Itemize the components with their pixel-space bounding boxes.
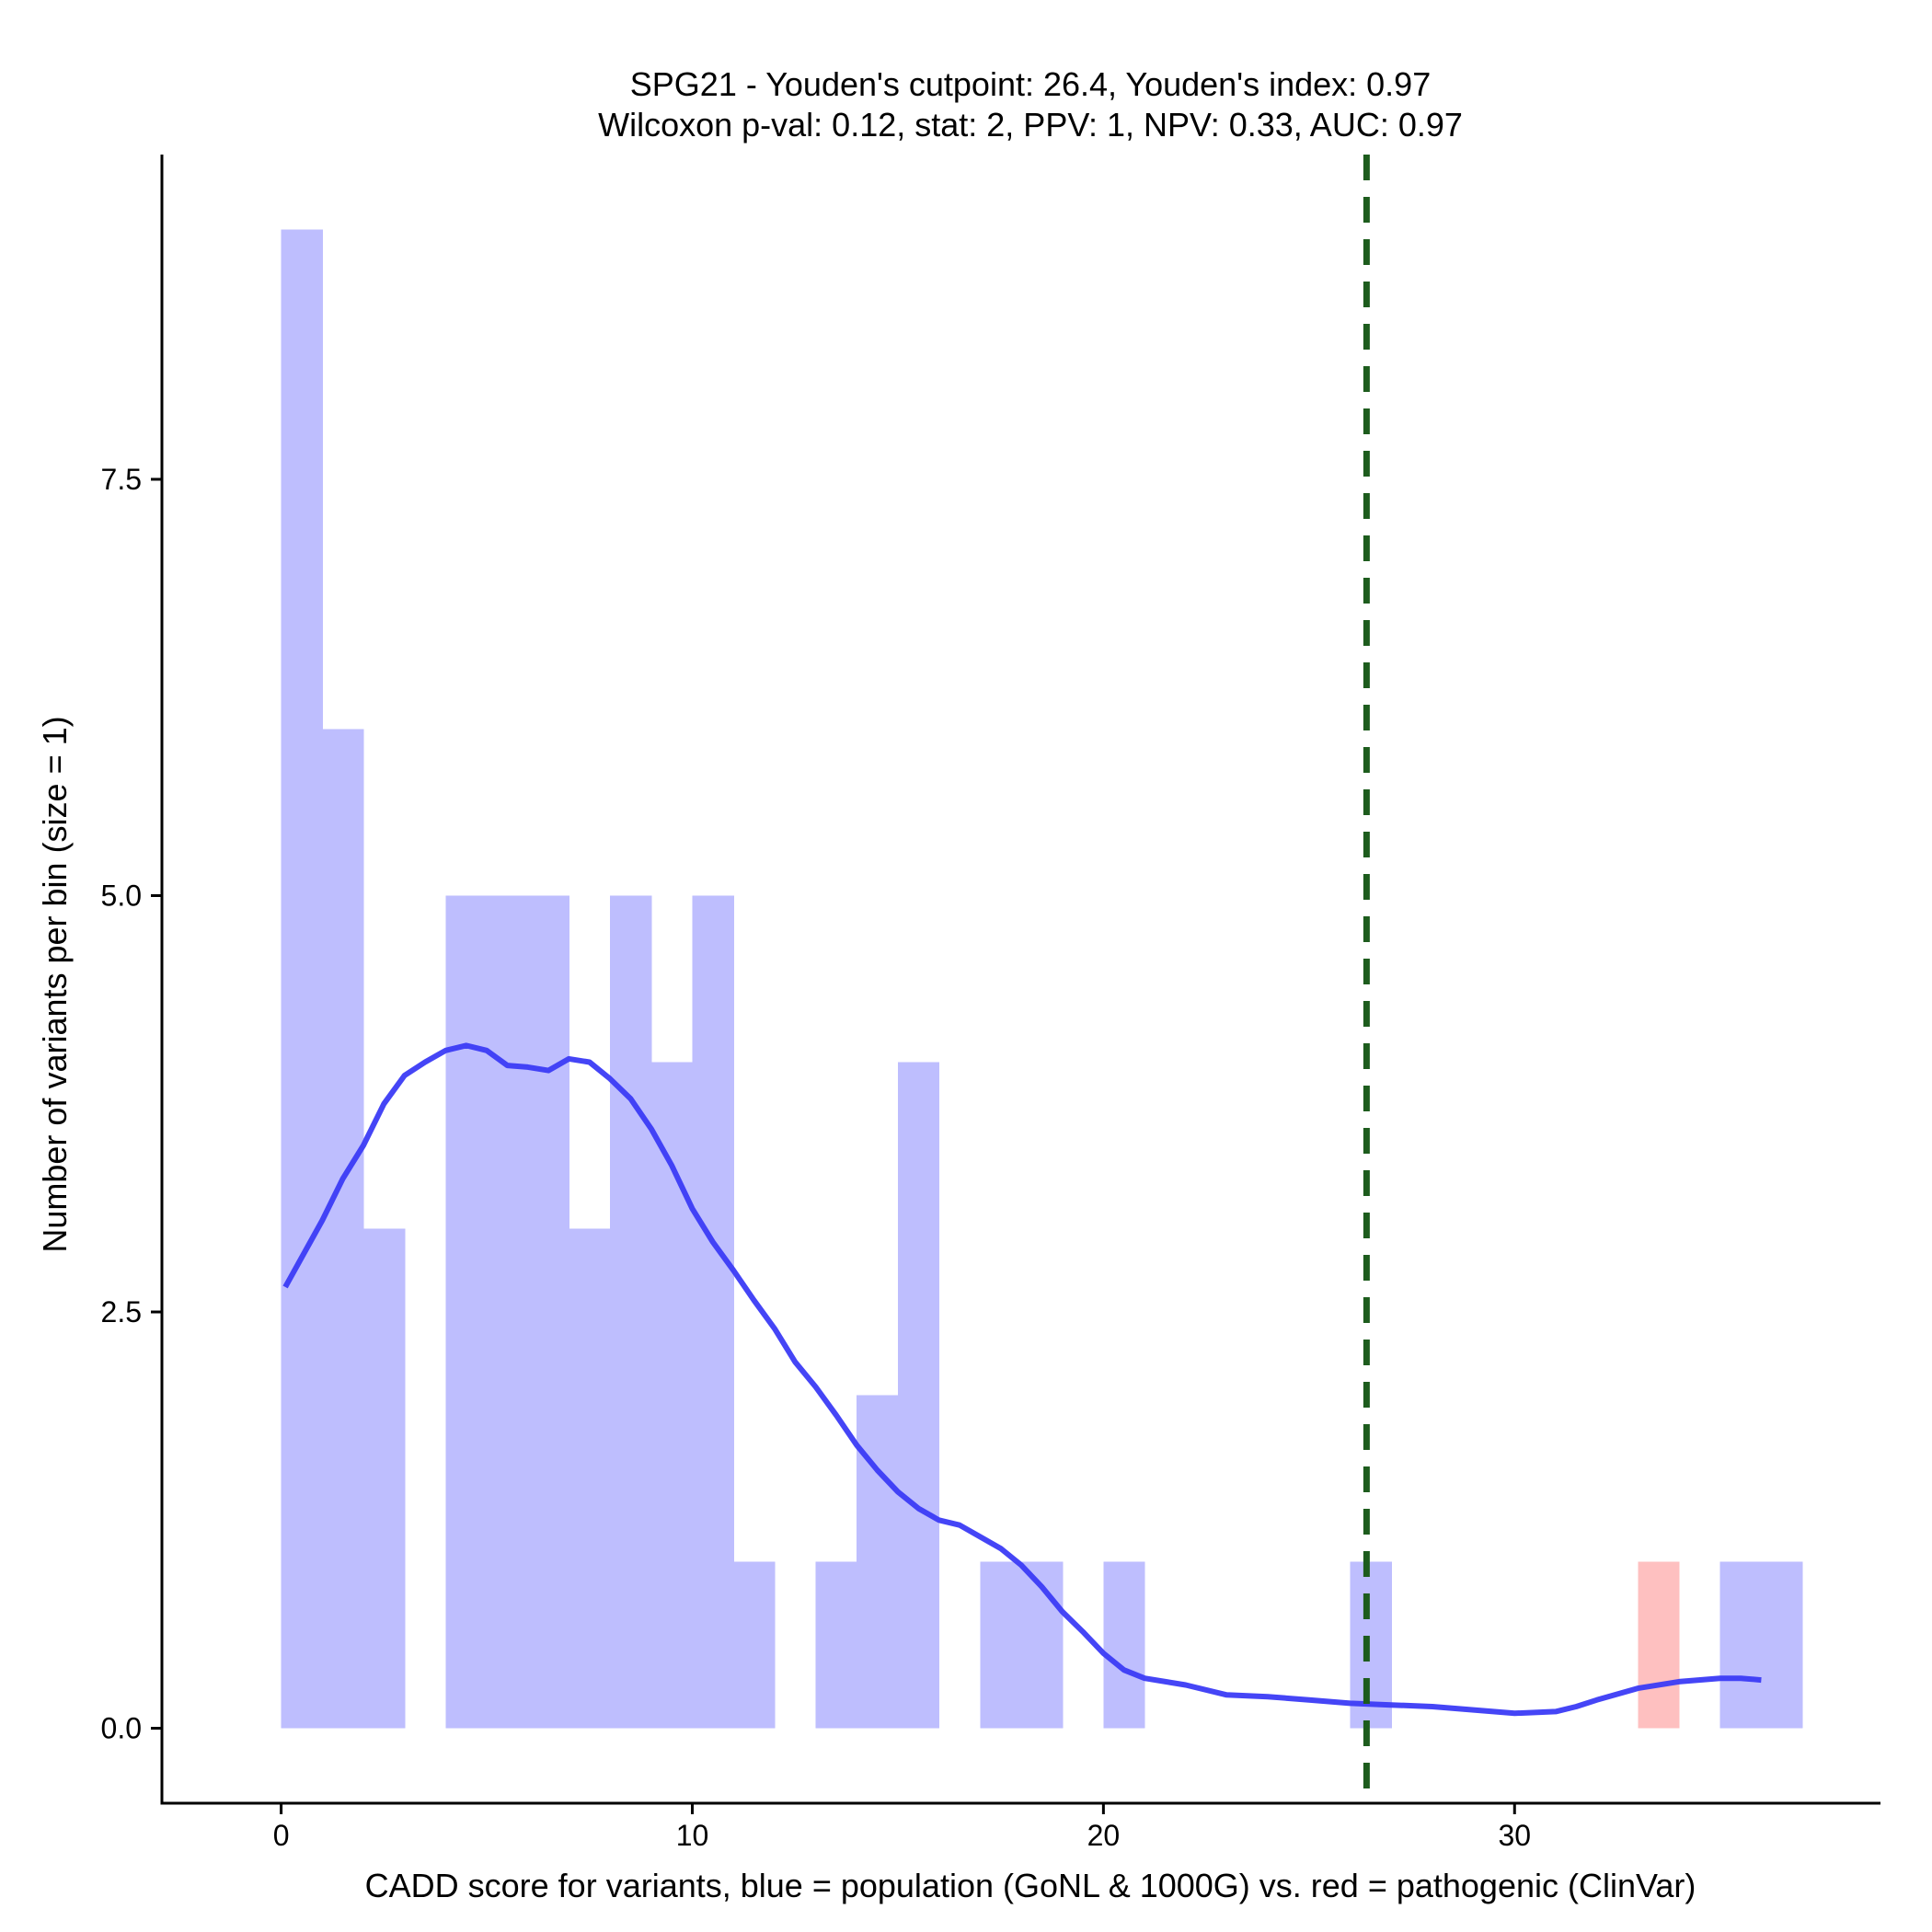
bar-population-15 [897, 1062, 940, 1729]
bar-population-13 [815, 1561, 857, 1729]
x-tick-label-0: 0 [273, 1819, 290, 1852]
series-pathogenic [1638, 1561, 1680, 1729]
bar-population-8 [610, 895, 652, 1729]
series-population [281, 229, 1803, 1729]
bar-population-11 [733, 1561, 776, 1729]
bar-population-14 [857, 1395, 899, 1729]
axes: 0 10 20 30 0.0 2.5 5.0 7.5 [101, 155, 1880, 1852]
density-curve [282, 1042, 1762, 1717]
y-tick-label-5.0: 5.0 [101, 879, 142, 912]
bar-population-17 [980, 1561, 1022, 1729]
bar-population-10 [692, 895, 734, 1729]
bar-population-36 [1761, 1561, 1803, 1729]
bar-population-6 [527, 895, 570, 1729]
chart-title: SPG21 - Youden's cutpoint: 26.4, Youden'… [630, 65, 1431, 103]
bar-population-9 [650, 1062, 694, 1729]
bar-pathogenic-33 [1638, 1561, 1680, 1729]
bar-population-4 [445, 895, 488, 1729]
bar-population-26 [1350, 1561, 1392, 1729]
chart-subtitle: Wilcoxon p-val: 0.12, stat: 2, PPV: 1, N… [598, 106, 1463, 144]
histogram-bars [281, 229, 1803, 1729]
bar-population-2 [362, 1228, 406, 1729]
bar-population-0 [281, 229, 323, 1729]
bar-population-7 [569, 1228, 611, 1729]
density-layer [282, 1042, 1762, 1717]
bar-population-35 [1719, 1561, 1763, 1729]
bar-population-1 [322, 729, 364, 1729]
bar-population-20 [1103, 1561, 1145, 1729]
y-tick-label-7.5: 7.5 [101, 463, 142, 496]
y-tick-label-2.5: 2.5 [101, 1295, 142, 1328]
x-tick-label-30: 30 [1498, 1819, 1531, 1852]
x-tick-label-10: 10 [676, 1819, 709, 1852]
bar-population-5 [487, 895, 529, 1729]
x-tick-label-20: 20 [1087, 1819, 1121, 1852]
x-axis-title: CADD score for variants, blue = populati… [365, 1867, 1696, 1904]
y-tick-label-0.0: 0.0 [101, 1712, 142, 1745]
y-axis-title: Number of variants per bin (size = 1) [36, 716, 74, 1252]
